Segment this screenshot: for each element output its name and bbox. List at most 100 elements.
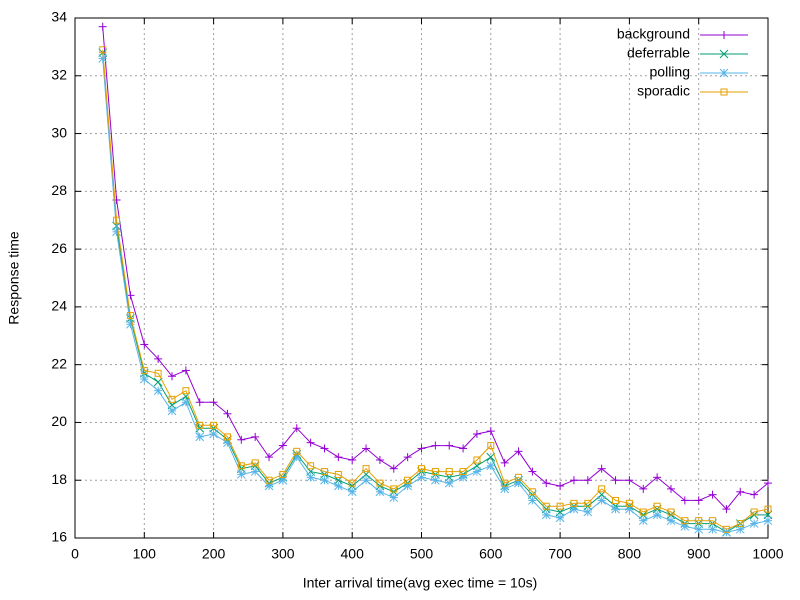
marker [750, 508, 758, 516]
marker [417, 444, 426, 453]
marker [528, 467, 537, 476]
marker [556, 482, 565, 490]
marker-square [168, 395, 176, 403]
marker [611, 476, 620, 485]
marker-stroke [611, 504, 620, 514]
marker [223, 433, 231, 441]
marker [487, 442, 495, 450]
marker [265, 476, 273, 484]
marker-stroke [112, 227, 121, 237]
marker [764, 505, 772, 513]
marker-stroke [638, 516, 648, 526]
y-tick-label: 16 [51, 529, 67, 545]
marker-square [376, 479, 384, 487]
marker [611, 504, 620, 514]
marker [348, 456, 357, 464]
marker-square [653, 502, 661, 510]
marker [445, 441, 454, 450]
marker [625, 476, 634, 485]
marker-stroke [167, 406, 177, 416]
marker [99, 46, 107, 54]
marker-square [196, 421, 204, 429]
legend-label: polling [650, 64, 690, 80]
marker [736, 487, 745, 496]
marker-square [113, 216, 121, 224]
marker-square [542, 502, 550, 510]
x-tick-label: 800 [618, 546, 642, 562]
marker [472, 467, 482, 476]
marker [486, 452, 496, 462]
marker [375, 487, 385, 497]
marker [431, 475, 440, 485]
marker-stroke [694, 524, 704, 534]
marker-square [612, 496, 620, 504]
marker-stroke [719, 68, 729, 78]
marker-stroke [375, 487, 385, 497]
marker [154, 354, 163, 363]
marker [722, 525, 730, 533]
x-tick-label: 0 [71, 546, 79, 562]
marker [667, 508, 675, 516]
marker-square [501, 479, 509, 487]
marker [182, 387, 190, 395]
x-tick-label: 1000 [752, 546, 783, 562]
marker [251, 459, 259, 467]
marker [334, 470, 342, 478]
x-tick-label: 900 [687, 546, 711, 562]
marker-square [279, 470, 287, 478]
marker-square [667, 508, 675, 516]
marker-square [140, 366, 148, 374]
y-axis-label: Response time [6, 231, 22, 325]
marker [168, 395, 176, 403]
marker-square [99, 46, 107, 54]
marker-square [473, 456, 481, 464]
marker [749, 519, 759, 528]
marker [347, 487, 357, 497]
marker [541, 510, 551, 520]
marker [542, 502, 550, 510]
x-tick-label: 400 [341, 546, 365, 562]
marker [584, 499, 592, 507]
marker [681, 517, 689, 525]
marker [223, 409, 232, 418]
marker-stroke [250, 467, 260, 476]
marker-square [431, 468, 439, 476]
marker [265, 453, 274, 462]
marker-square [210, 421, 218, 429]
marker [389, 493, 399, 502]
marker [237, 435, 246, 444]
marker-stroke [126, 319, 135, 329]
marker [750, 490, 759, 499]
marker-stroke [652, 510, 662, 520]
marker [694, 524, 704, 534]
marker-stroke [597, 496, 607, 505]
x-axis-label: Inter arrival time(avg exec time = 10s) [303, 575, 538, 591]
marker [375, 456, 384, 464]
marker-stroke [347, 487, 357, 497]
marker [473, 456, 481, 464]
marker [292, 424, 301, 433]
marker-square [404, 476, 412, 484]
marker [763, 516, 773, 526]
marker [722, 505, 731, 514]
marker [196, 421, 204, 429]
marker [181, 366, 190, 375]
marker-stroke [209, 429, 218, 439]
marker [140, 366, 148, 374]
marker [210, 421, 218, 429]
marker [653, 473, 662, 482]
marker-stroke [749, 519, 759, 528]
marker-stroke [195, 432, 205, 442]
marker-stroke [417, 472, 426, 482]
marker-stroke [708, 524, 717, 534]
marker-square [237, 462, 245, 470]
marker [515, 473, 523, 481]
marker-square [265, 476, 273, 484]
marker-square [709, 517, 717, 525]
marker-square [445, 468, 453, 476]
marker [168, 372, 177, 381]
marker [666, 516, 676, 526]
marker-stroke [389, 493, 399, 502]
marker-square [528, 488, 536, 496]
marker [472, 430, 481, 438]
